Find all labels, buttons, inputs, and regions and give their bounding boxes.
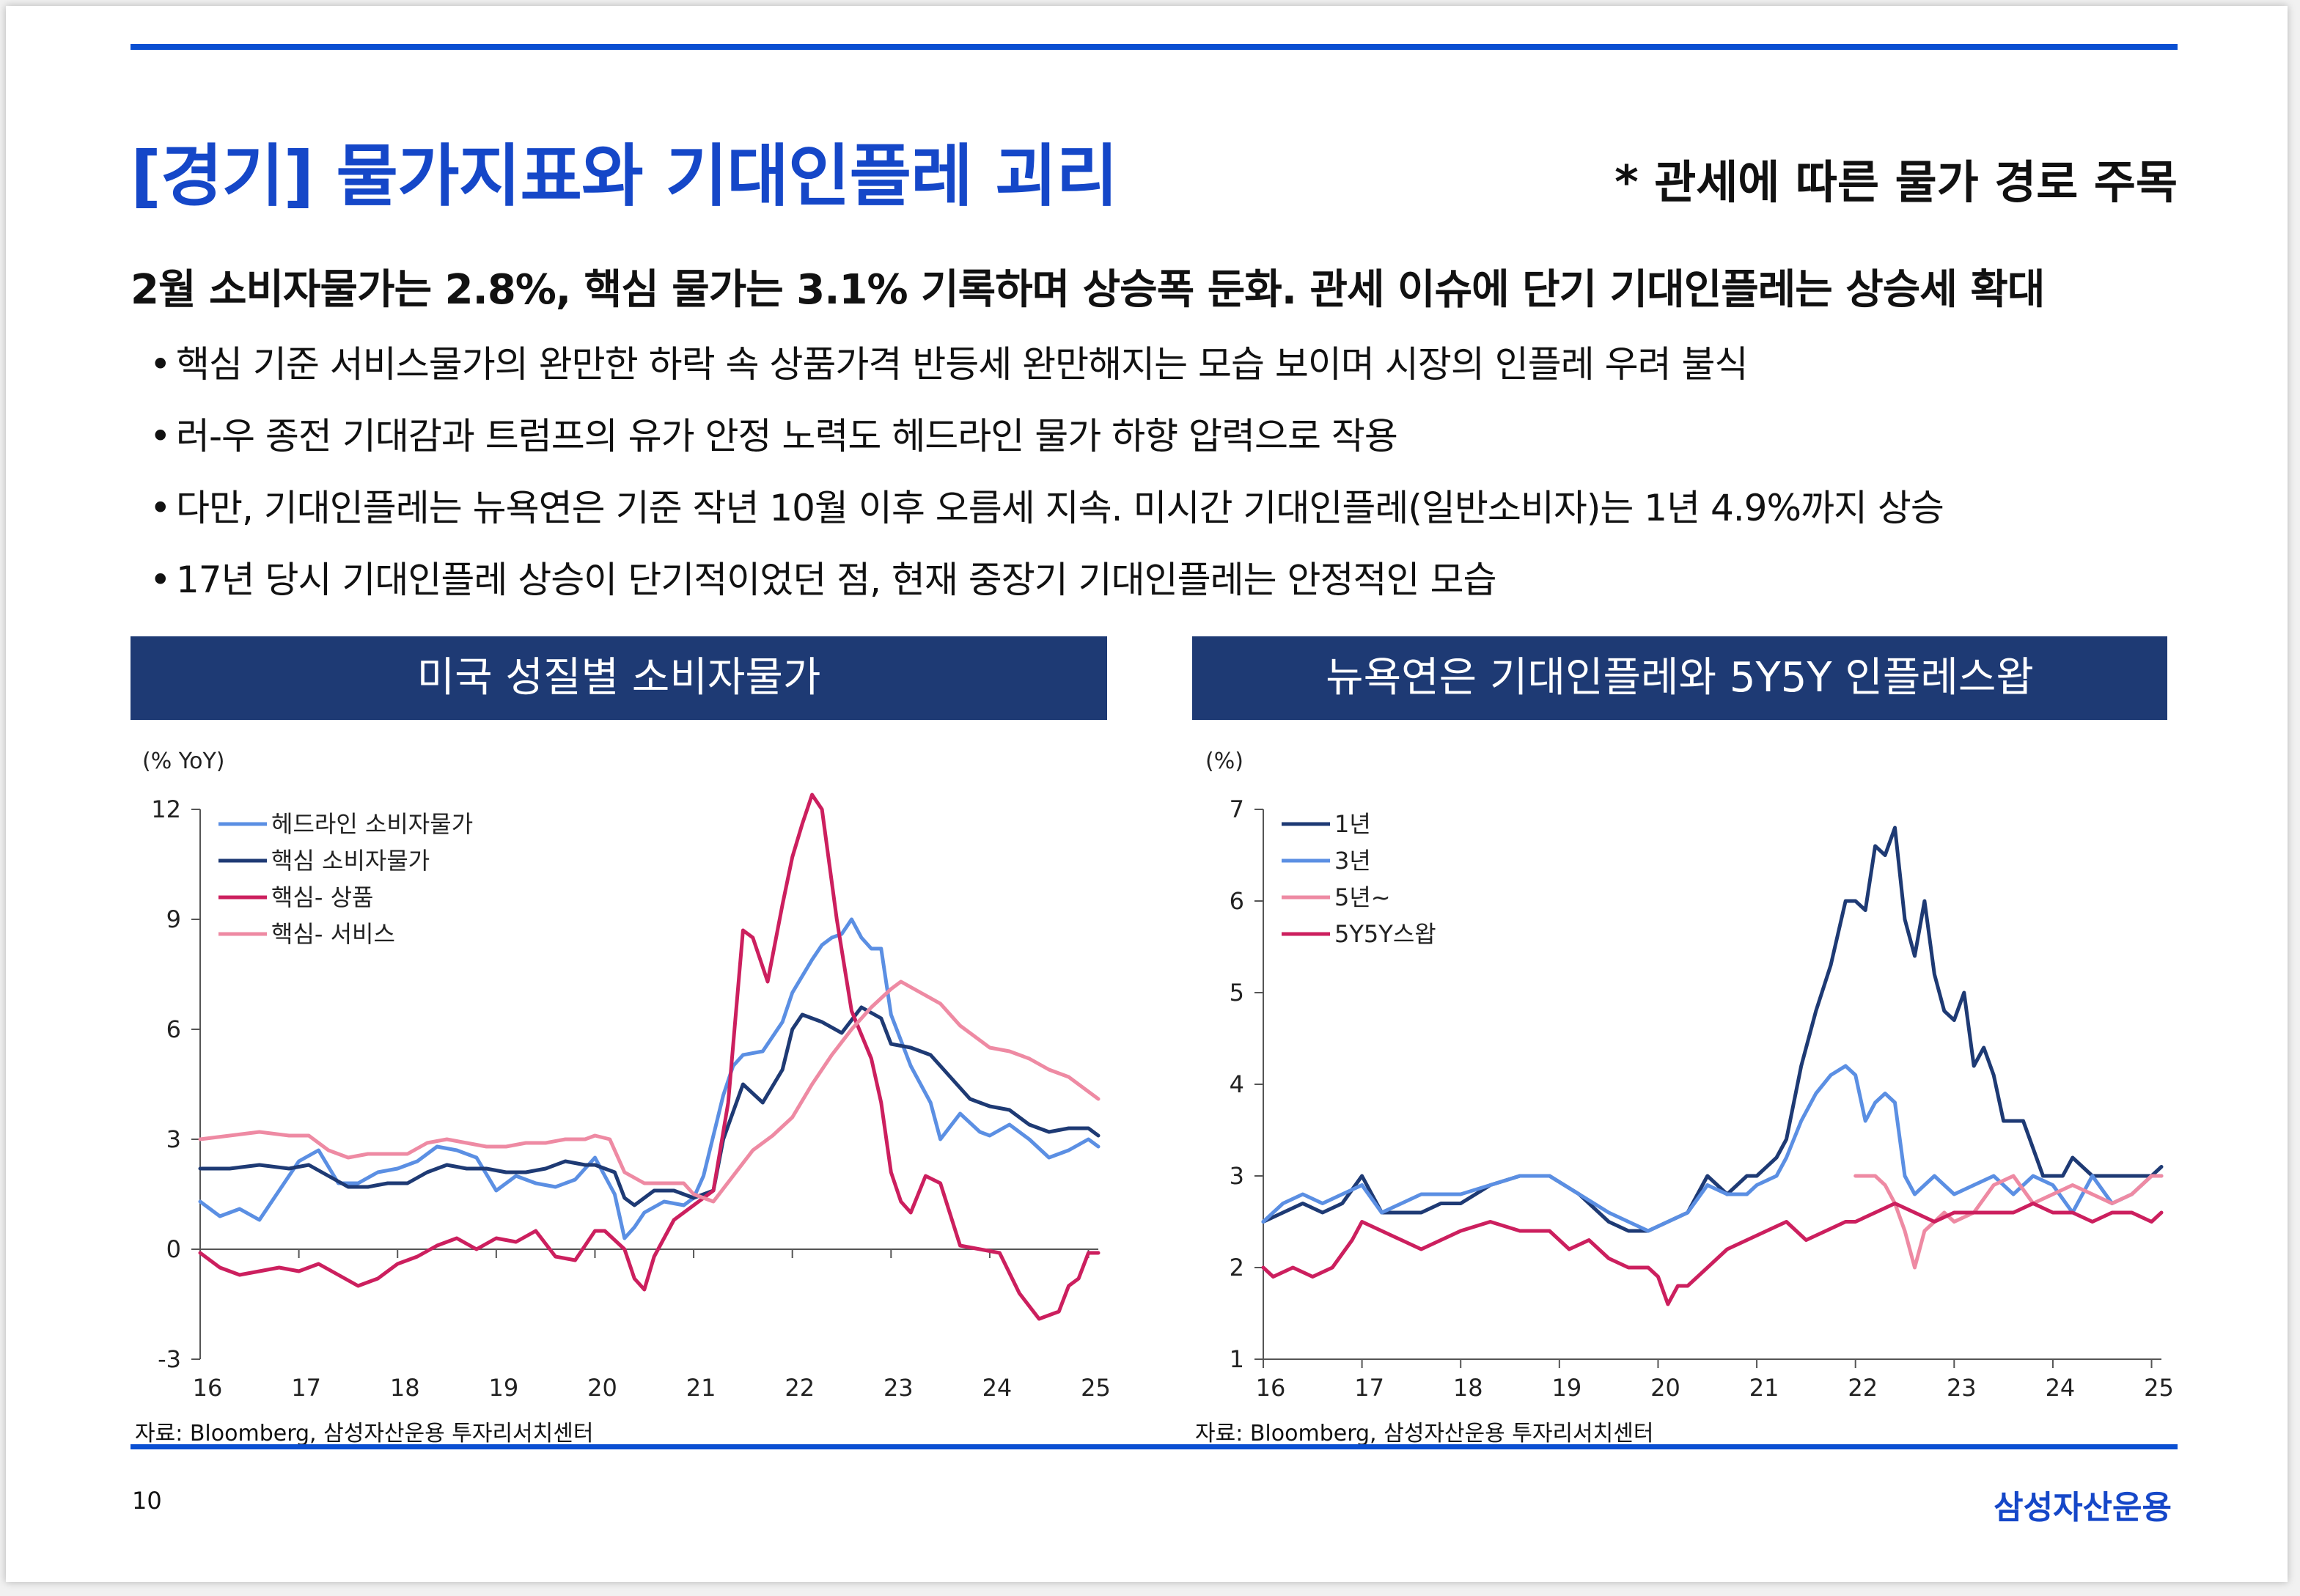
x-tick-label: 21 [1749,1374,1779,1402]
chart-source-left: 자료: Bloomberg, 삼성자산운용 투자리서치센터 [135,1421,594,1446]
cpi-chart: (% YoY) 12 9 6 3 0 -3 16 17 18 19 20 21 22 23 24 25 헤드라인 … [142,749,1111,1402]
series-line [198,1005,1101,1207]
header-note: * 관세에 따른 물가 경로 주목 [1614,155,2178,209]
series-line [198,979,1101,1204]
x-tick-label: 16 [1256,1374,1286,1402]
y-axis-label: (%) [1205,749,1243,774]
x-tick-label: 19 [1551,1374,1581,1402]
x-tick-label: 25 [2144,1374,2174,1402]
chart-source-right: 자료: Bloomberg, 삼성자산운용 투자리서치센터 [1195,1421,1654,1446]
y-tick-label: 5 [1230,979,1244,1007]
series-line [1853,1174,2164,1270]
x-tick-label: 18 [390,1374,420,1402]
y-tick-label: 4 [1230,1070,1244,1098]
legend-label: 핵심- 서비스 [271,920,395,948]
y-tick-label: 6 [166,1015,181,1043]
legend-label: 5년~ [1334,883,1391,911]
bullet-list: • 핵심 기준 서비스물가의 완만한 하락 속 상품가격 반등세 완만해지는 모습… [150,328,1944,616]
y-tick-label: 0 [166,1235,181,1263]
legend-label: 헤드라인 소비자물가 [271,810,473,838]
x-tick-label: 23 [883,1374,914,1402]
x-tick-label: 25 [1081,1374,1111,1402]
x-tick-label: 22 [785,1374,815,1402]
bullet-item: • 17년 당시 기대인플레 상승이 단기적이었던 점, 현재 중장기 기대인플레… [150,559,1496,601]
legend-label: 핵심 소비자물가 [271,847,430,875]
bullet-item: • 핵심 기준 서비스물가의 완만한 하락 속 상품가격 반등세 완만해지는 모습… [150,343,1749,386]
legend-label: 5Y5Y스왑 [1334,920,1436,948]
brand-logo-text: 삼성자산운용 [1994,1489,2172,1526]
series-line [198,793,1101,1321]
y-tick-label: 1 [1230,1345,1244,1373]
bullet-item: • 다만, 기대인플레는 뉴욕연은 기준 작년 10월 이후 오름세 지속. 미시… [150,487,1944,529]
x-tick-label: 17 [291,1374,321,1402]
x-tick-label: 17 [1354,1374,1384,1402]
bottom-rule [131,1444,2178,1449]
chart-title-left: 미국 성질별 소비자물가 [131,636,1107,720]
y-tick-label: 2 [1230,1254,1244,1281]
x-tick-label: 24 [982,1374,1013,1402]
x-tick-label: 22 [1848,1374,1878,1402]
x-tick-label: 19 [488,1374,518,1402]
page-number: 10 [132,1487,162,1515]
y-tick-label: -3 [158,1345,181,1373]
page-title: [경기] 물가지표와 기대인플레 괴리 [131,137,1118,216]
legend-label: 3년 [1334,847,1371,875]
series-line [1261,825,2164,1233]
legend-label: 1년 [1334,810,1371,838]
series-line [1261,1064,2164,1233]
y-tick-label: 12 [151,795,181,823]
x-tick-label: 24 [2046,1374,2076,1402]
y-axis-label: (% YoY) [142,749,224,774]
y-tick-label: 6 [1230,887,1244,915]
x-tick-label: 21 [686,1374,716,1402]
y-tick-label: 3 [1230,1162,1244,1190]
series-line [198,917,1101,1240]
y-tick-label: 3 [166,1125,181,1153]
x-tick-label: 18 [1453,1374,1483,1402]
series-line [1261,1202,2164,1306]
y-tick-label: 7 [1230,795,1244,823]
bullet-item: • 러-우 종전 기대감과 트럼프의 유가 안정 노력도 헤드라인 물가 하향 압… [150,415,1398,457]
chart-title-right: 뉴욕연은 기대인플레와 5Y5Y 인플레스왑 [1192,636,2167,720]
x-tick-label: 20 [1650,1374,1680,1402]
slide-page: [경기] 물가지표와 기대인플레 괴리 * 관세에 따른 물가 경로 주목 2월… [6,6,2288,1582]
x-tick-label: 23 [1947,1374,1977,1402]
y-tick-label: 9 [166,905,181,933]
x-tick-label: 20 [587,1374,617,1402]
top-rule [131,44,2178,50]
legend-label: 핵심- 상품 [271,883,373,911]
x-tick-label: 16 [193,1374,223,1402]
lead-summary: 2월 소비자물가는 2.8%, 핵심 물가는 3.1% 기록하며 상승폭 둔화.… [131,266,2045,314]
